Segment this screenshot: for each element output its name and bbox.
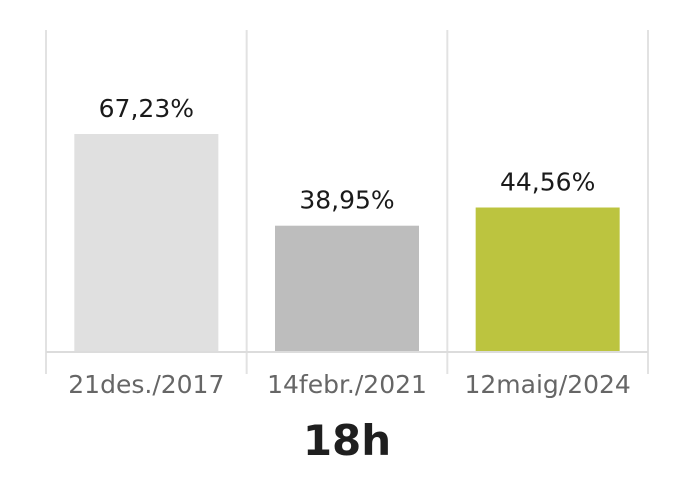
bars [74,134,620,352]
bar-value-label: 67,23% [99,94,194,123]
x-axis-label: 18h [303,416,391,465]
bar-value-label: 44,56% [500,168,595,197]
bar [74,134,219,352]
bar [275,225,419,352]
bar [475,207,620,352]
value-labels: 67,23% 38,95% 44,56% [99,94,596,215]
x-tick-labels: 21des./2017 14febr./2021 12maig/2024 [68,370,631,399]
x-tick-label: 12maig/2024 [464,370,630,399]
bar-value-label: 38,95% [299,186,394,215]
x-tick-label: 14febr./2021 [267,370,427,399]
x-tick-label: 21des./2017 [68,370,224,399]
grid-lines [45,30,649,374]
